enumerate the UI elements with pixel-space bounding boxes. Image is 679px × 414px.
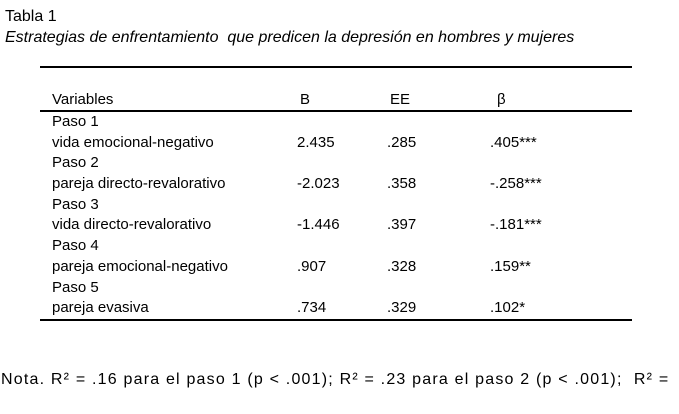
table-header-row: Variables B EE β xyxy=(40,68,632,110)
column-header-beta: β xyxy=(497,91,506,108)
cell-ee xyxy=(387,153,487,174)
column-header-variables: Variables xyxy=(52,91,114,108)
cell-beta xyxy=(487,236,632,257)
table-header-rule xyxy=(40,110,632,112)
table-row: vida emocional-negativo 2.435 .285 .405*… xyxy=(40,133,632,154)
cell-beta: .102* xyxy=(490,299,526,317)
table-row: pareja directo-revalorativo -2.023 .358 … xyxy=(40,174,632,195)
cell-ee: .358 xyxy=(387,175,417,193)
table-body: Paso 1 vida emocional-negativo 2.435 .28… xyxy=(40,112,632,319)
cell-variable: pareja directo-revalorativo xyxy=(52,175,226,193)
cell-variable: Paso 4 xyxy=(52,237,99,255)
table-bottom-rule xyxy=(40,318,632,321)
cell-ee: .397 xyxy=(387,216,417,234)
table-row: vida directo-revalorativo -1.446 .397 -.… xyxy=(40,215,632,236)
table-row: pareja evasiva .734 .329 .102* xyxy=(40,298,632,319)
cell-ee xyxy=(387,195,487,216)
cell-beta: -.181*** xyxy=(490,216,542,234)
cell-b xyxy=(295,112,387,133)
cell-beta xyxy=(487,195,632,216)
table-number-title: Tabla 1 xyxy=(5,8,57,25)
cell-ee: .329 xyxy=(387,299,417,317)
cell-b: 2.435 xyxy=(297,133,335,151)
cell-variable: Paso 1 xyxy=(52,113,99,130)
cell-b xyxy=(295,278,387,299)
table-row: Paso 1 xyxy=(40,112,632,133)
table-caption: Estrategias de enfrentamiento que predic… xyxy=(5,29,575,46)
table-row: pareja emocional-negativo .907 .328 .159… xyxy=(40,257,632,278)
cell-b: -1.446 xyxy=(297,216,340,234)
cell-ee xyxy=(387,112,487,133)
table-note: Nota. R² = .16 para el paso 1 (p < .001)… xyxy=(1,325,679,414)
cell-variable: Paso 3 xyxy=(52,195,99,213)
cell-ee xyxy=(387,278,487,299)
regression-table: Variables B EE β Paso 1 vida emocional-n… xyxy=(40,66,632,321)
cell-variable: pareja emocional-negativo xyxy=(52,257,228,275)
cell-b xyxy=(295,236,387,257)
table-top-rule xyxy=(40,66,632,68)
cell-ee: .285 xyxy=(387,133,417,151)
cell-variable: vida directo-revalorativo xyxy=(52,216,212,234)
cell-ee: .328 xyxy=(387,257,417,275)
cell-b xyxy=(295,195,387,216)
cell-beta: -.258*** xyxy=(490,175,542,193)
cell-beta: .405*** xyxy=(490,133,537,151)
table-row: Paso 5 xyxy=(40,278,632,299)
column-header-ee: EE xyxy=(390,91,411,108)
cell-ee xyxy=(387,236,487,257)
cell-b xyxy=(295,153,387,174)
cell-beta xyxy=(487,112,632,133)
table-row: Paso 3 xyxy=(40,195,632,216)
table-row: Paso 2 xyxy=(40,153,632,174)
note-line-1: Nota. R² = .16 para el paso 1 (p < .001)… xyxy=(1,371,670,388)
cell-b: .907 xyxy=(297,257,327,275)
cell-b: .734 xyxy=(297,299,327,317)
cell-variable: pareja evasiva xyxy=(52,299,149,317)
cell-variable: Paso 5 xyxy=(52,278,99,296)
cell-beta xyxy=(487,278,632,299)
column-header-b: B xyxy=(300,91,311,108)
cell-b: -2.023 xyxy=(297,175,340,193)
cell-variable: vida emocional-negativo xyxy=(52,133,214,151)
cell-beta xyxy=(487,153,632,174)
cell-beta: .159** xyxy=(490,257,531,275)
table-row: Paso 4 xyxy=(40,236,632,257)
cell-variable: Paso 2 xyxy=(52,154,99,172)
